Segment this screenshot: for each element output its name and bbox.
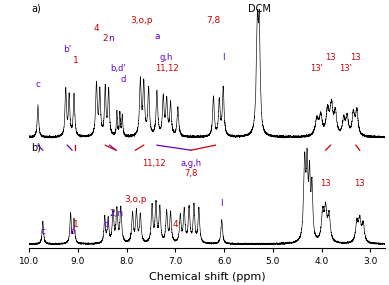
Text: b: b bbox=[69, 227, 75, 236]
Text: 13: 13 bbox=[350, 53, 361, 62]
Text: 13: 13 bbox=[320, 179, 331, 188]
Text: 13: 13 bbox=[325, 53, 336, 62]
Text: 3,o,p: 3,o,p bbox=[124, 195, 147, 204]
Text: b,d': b,d' bbox=[110, 64, 126, 73]
Text: b': b' bbox=[63, 45, 71, 54]
Text: 13': 13' bbox=[310, 64, 323, 73]
Text: l: l bbox=[221, 199, 223, 208]
Text: 4: 4 bbox=[94, 24, 99, 33]
Text: 7,8: 7,8 bbox=[206, 16, 221, 25]
Text: 13': 13' bbox=[339, 64, 352, 73]
Text: n: n bbox=[108, 34, 114, 43]
Text: 4: 4 bbox=[173, 220, 178, 229]
Text: 1: 1 bbox=[73, 220, 78, 229]
Text: 7,8: 7,8 bbox=[184, 169, 198, 178]
Text: l: l bbox=[222, 53, 224, 62]
Text: c: c bbox=[35, 80, 40, 89]
Text: a,g,h: a,g,h bbox=[180, 159, 202, 168]
Text: 11,12: 11,12 bbox=[142, 159, 165, 168]
X-axis label: Chemical shift (ppm): Chemical shift (ppm) bbox=[149, 272, 265, 282]
Text: 2,n: 2,n bbox=[109, 209, 123, 218]
Text: 1: 1 bbox=[73, 56, 78, 65]
Text: 11,12: 11,12 bbox=[155, 64, 179, 73]
Text: b): b) bbox=[32, 142, 42, 152]
Text: DCM: DCM bbox=[248, 4, 270, 14]
Text: g,h: g,h bbox=[160, 53, 173, 62]
Text: 13: 13 bbox=[354, 179, 365, 188]
Text: a): a) bbox=[32, 4, 41, 14]
Text: d: d bbox=[103, 220, 109, 229]
Text: d: d bbox=[121, 75, 126, 84]
Text: 3,o,p: 3,o,p bbox=[130, 16, 152, 25]
Text: c: c bbox=[40, 227, 46, 236]
Text: 2: 2 bbox=[102, 34, 108, 43]
Text: a: a bbox=[154, 32, 159, 41]
